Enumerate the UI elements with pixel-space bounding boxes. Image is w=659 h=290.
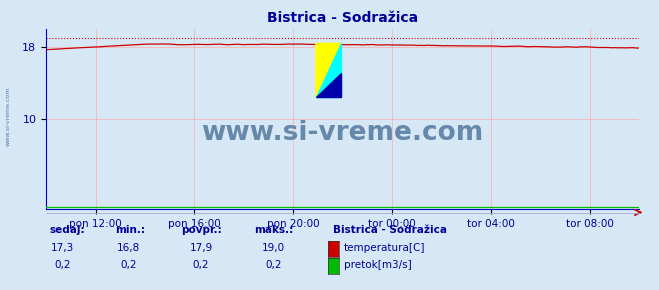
Title: Bistrica - Sodražica: Bistrica - Sodražica	[267, 11, 418, 25]
Text: www.si-vreme.com: www.si-vreme.com	[6, 86, 11, 146]
Text: maks.:: maks.:	[254, 225, 293, 235]
Text: www.si-vreme.com: www.si-vreme.com	[202, 120, 484, 146]
Polygon shape	[316, 73, 341, 97]
Text: sedaj:: sedaj:	[49, 225, 85, 235]
Text: temperatura[C]: temperatura[C]	[344, 243, 426, 253]
Text: 0,2: 0,2	[265, 260, 282, 270]
Text: 19,0: 19,0	[262, 243, 285, 253]
Polygon shape	[316, 44, 341, 97]
Text: 0,2: 0,2	[192, 260, 210, 270]
Text: 16,8: 16,8	[117, 243, 140, 253]
Text: min.:: min.:	[115, 225, 146, 235]
Polygon shape	[316, 44, 341, 97]
Text: 0,2: 0,2	[120, 260, 137, 270]
Text: 0,2: 0,2	[54, 260, 71, 270]
Text: Bistrica - Sodražica: Bistrica - Sodražica	[333, 225, 447, 235]
Text: pretok[m3/s]: pretok[m3/s]	[344, 260, 412, 270]
Text: 17,3: 17,3	[51, 243, 74, 253]
Text: povpr.:: povpr.:	[181, 225, 222, 235]
Text: 17,9: 17,9	[189, 243, 213, 253]
